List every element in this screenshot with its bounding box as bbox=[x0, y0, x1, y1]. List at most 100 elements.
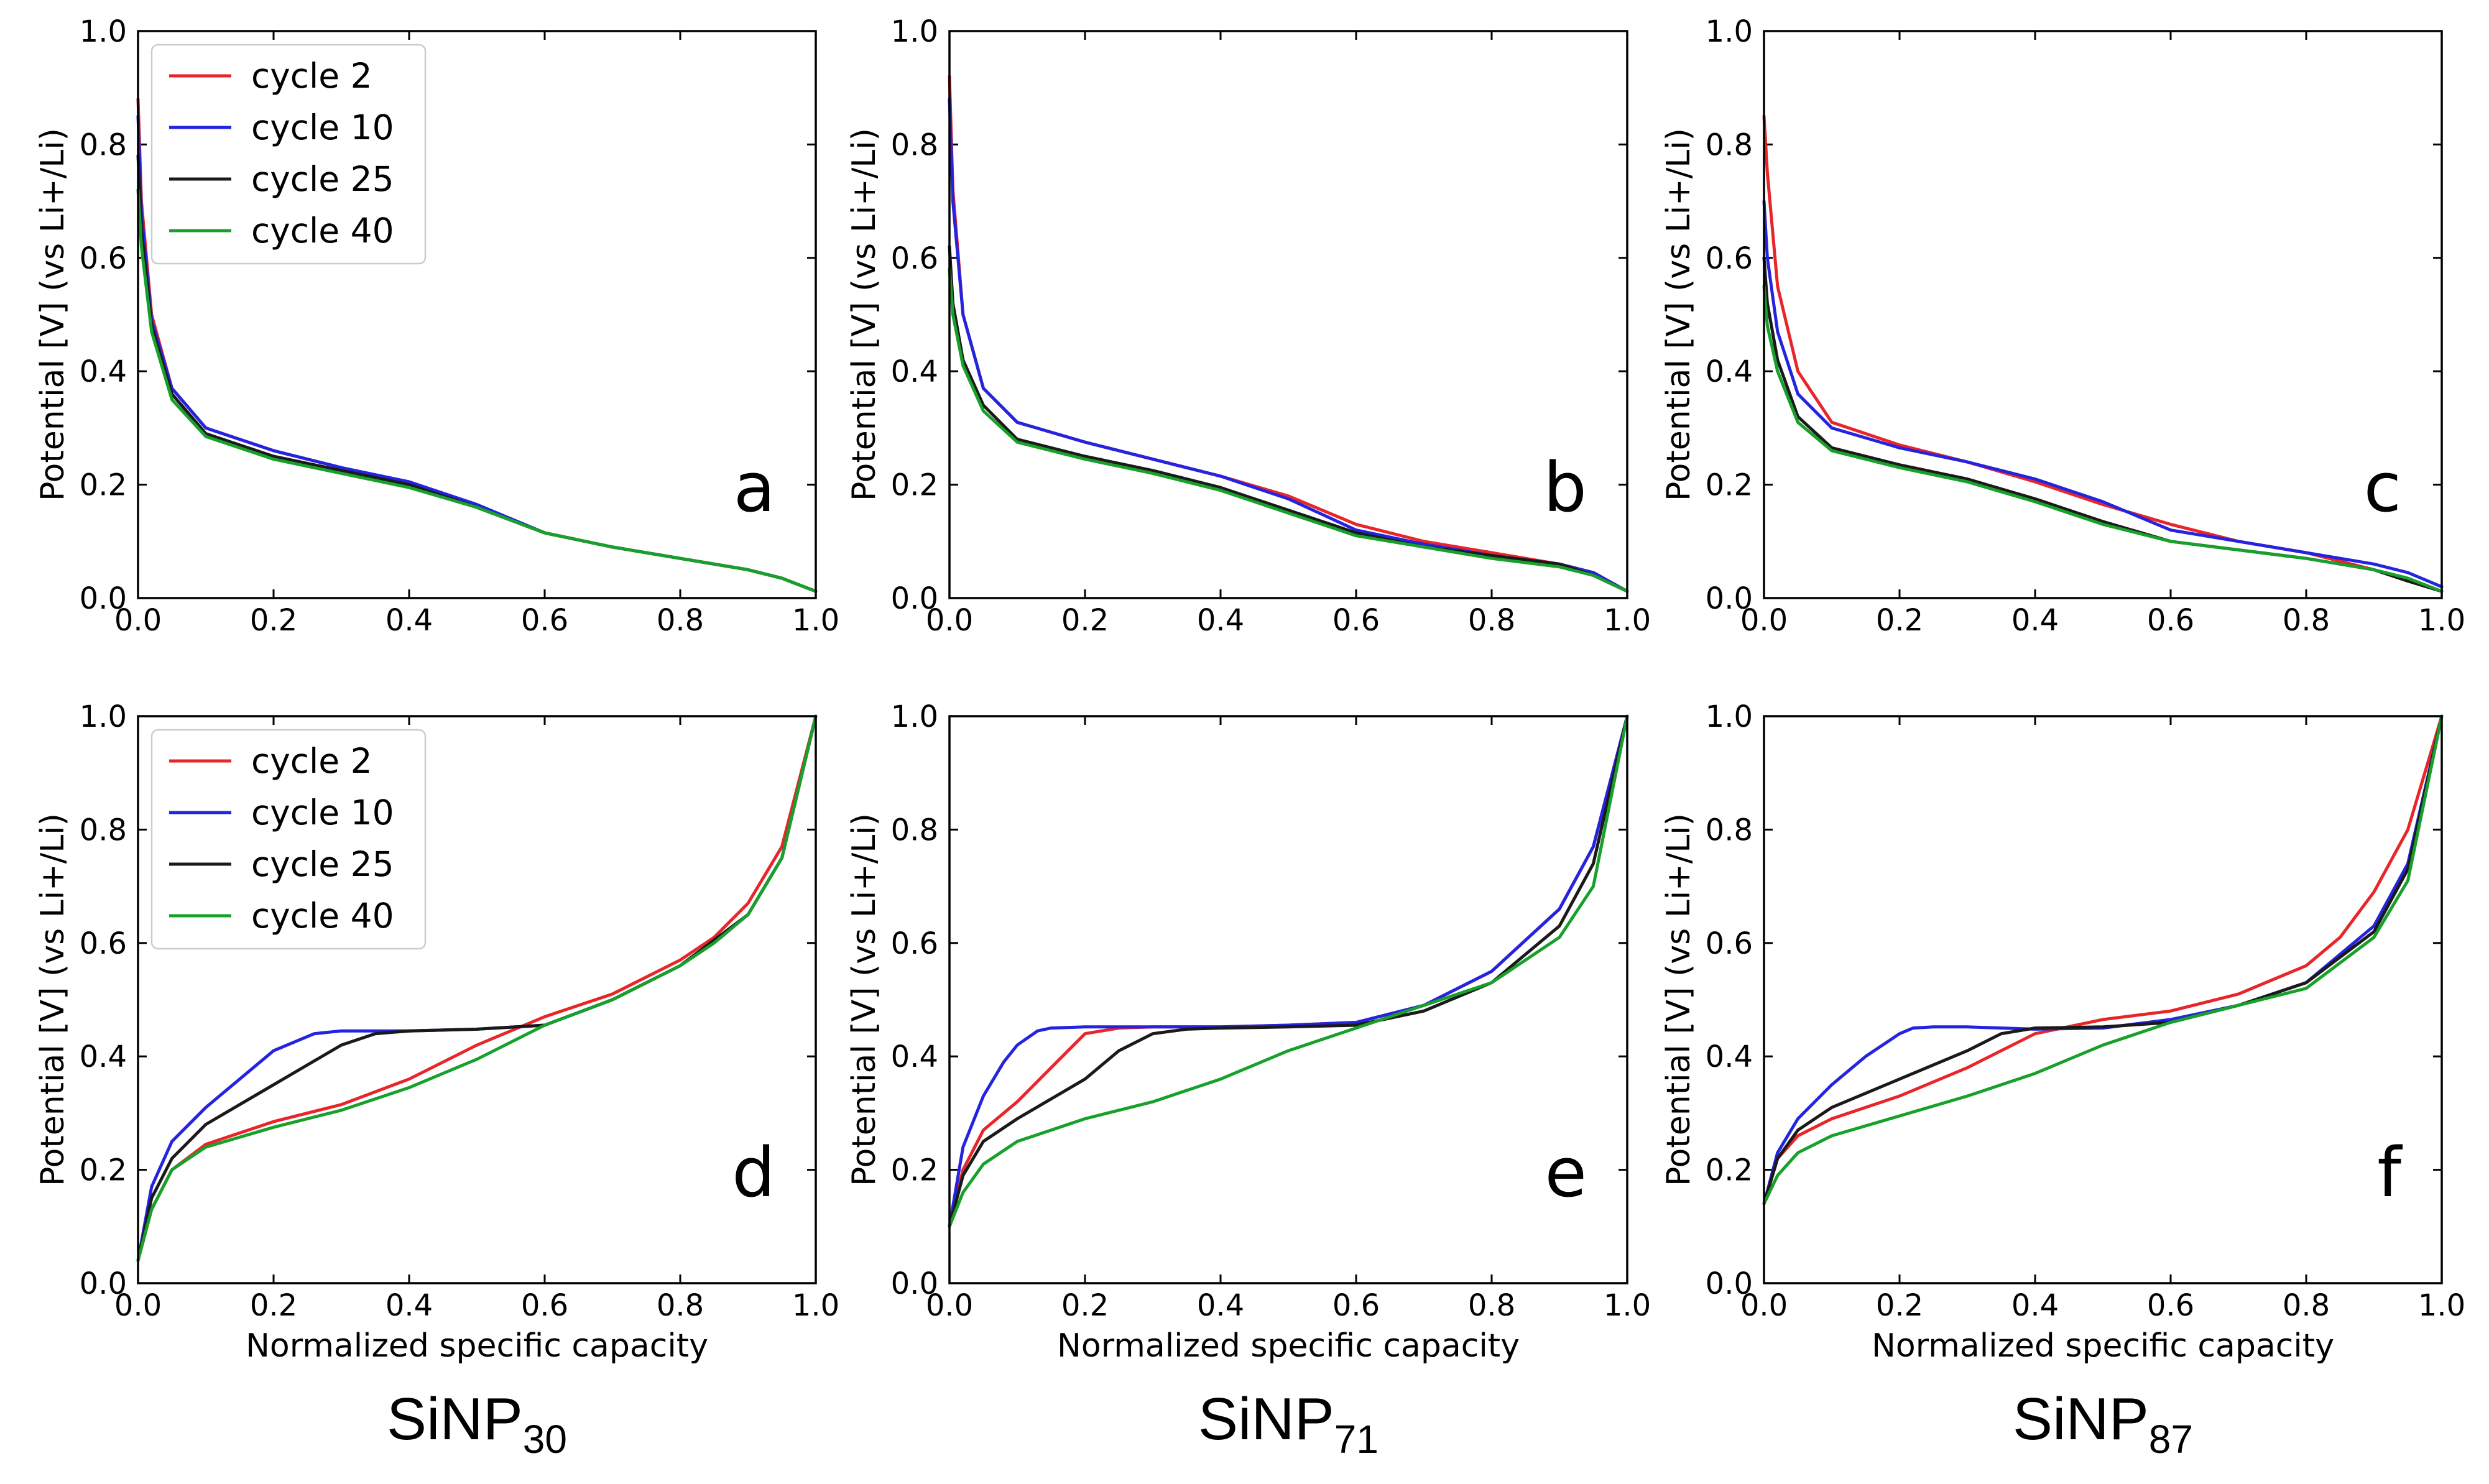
x-tick-label: 0.0 bbox=[926, 603, 973, 638]
y-tick-label: 0.0 bbox=[80, 581, 127, 616]
plot-frame bbox=[948, 30, 1628, 599]
series-line-cycle-40 bbox=[1762, 284, 2444, 593]
x-tick-label: 0.2 bbox=[1876, 1288, 1923, 1323]
y-tick-label: 0.6 bbox=[891, 926, 938, 961]
x-axis-label: Normalized specific capacity bbox=[1057, 1327, 1520, 1365]
y-tick-label: 1.0 bbox=[1706, 14, 1753, 49]
material-label: SiNP87 bbox=[2013, 1386, 2193, 1462]
series-line-cycle-10 bbox=[1762, 200, 2444, 589]
legend: cycle 2 cycle 10 cycle 25 cycle 40 bbox=[150, 44, 427, 265]
y-axis-label: Potential [V] (vs Li+/Li) bbox=[846, 813, 883, 1186]
x-tick-label: 0.4 bbox=[1197, 1288, 1244, 1323]
x-tick-label: 0.6 bbox=[2147, 603, 2194, 638]
x-tick-label: 0.2 bbox=[1061, 1288, 1109, 1323]
x-tick-label: 0.4 bbox=[2011, 603, 2059, 638]
y-tick-label: 0.4 bbox=[1706, 1039, 1753, 1074]
y-tick-label: 1.0 bbox=[1706, 699, 1753, 734]
x-tick-label: 1.0 bbox=[2418, 1288, 2465, 1323]
legend: cycle 2 cycle 10 cycle 25 cycle 40 bbox=[150, 729, 427, 950]
x-tick-label: 0.0 bbox=[114, 1288, 162, 1323]
y-tick-label: 0.0 bbox=[891, 1266, 938, 1301]
material-subscript: 71 bbox=[1334, 1417, 1378, 1462]
panel-letter: c bbox=[2364, 448, 2401, 527]
x-tick-label: 0.2 bbox=[1061, 603, 1109, 638]
series-line-cycle-40 bbox=[136, 714, 818, 1262]
x-tick-label: 0.8 bbox=[657, 603, 704, 638]
x-tick-label: 0.4 bbox=[386, 603, 433, 638]
y-axis-label: Potential [V] (vs Li+/Li) bbox=[846, 128, 883, 501]
y-tick-label: 0.0 bbox=[1706, 1266, 1753, 1301]
material-label: SiNP71 bbox=[1198, 1386, 1378, 1462]
material-labels-layer: SiNP30 SiNP71 SiNP87 bbox=[387, 1386, 2193, 1462]
panel-letter: f bbox=[2377, 1133, 2403, 1212]
x-tick-label: 1.0 bbox=[792, 603, 839, 638]
y-tick-label: 0.2 bbox=[80, 468, 127, 503]
material-subscript: 87 bbox=[2149, 1417, 2193, 1462]
y-tick-label: 0.8 bbox=[1706, 813, 1753, 847]
x-tick-label: 0.8 bbox=[1468, 1288, 1515, 1323]
y-tick-label: 1.0 bbox=[891, 699, 938, 734]
panel-letter: a bbox=[734, 448, 775, 527]
panel-c: 0.00.0 0.2 0.2 0.4 0.4 0.6 0.6 0.8 0.8 1.0 1.0 Pote… bbox=[1660, 14, 2465, 638]
series-line-cycle-40 bbox=[948, 714, 1629, 1228]
panel-f: 0.00.0 0.2 0.2 0.4 0.4 0.6 0.6 0.8 0.8 1.0 1.0 Pote… bbox=[1660, 699, 2465, 1365]
panel-b: 0.00.0 0.2 0.2 0.4 0.4 0.6 0.6 0.8 0.8 1.0 1.0 Pote… bbox=[846, 14, 1651, 638]
y-tick-label: 0.0 bbox=[1706, 581, 1753, 616]
x-tick-label: 0.8 bbox=[657, 1288, 704, 1323]
material-label: SiNP30 bbox=[387, 1386, 567, 1462]
plot-frame bbox=[1763, 715, 2443, 1284]
x-tick-label: 0.2 bbox=[250, 1288, 297, 1323]
x-tick-label: 0.2 bbox=[250, 603, 297, 638]
y-tick-label: 0.6 bbox=[80, 241, 127, 276]
y-tick-label: 0.8 bbox=[891, 813, 938, 847]
y-tick-label: 1.0 bbox=[891, 14, 938, 49]
x-tick-label: 0.4 bbox=[386, 1288, 433, 1323]
panel-letter: e bbox=[1545, 1133, 1587, 1212]
panel-d: 0.00.0 0.2 0.2 0.4 0.4 0.6 0.6 0.8 0.8 1.0 1.0 Pote… bbox=[34, 699, 839, 1365]
plot-frame bbox=[137, 715, 817, 1284]
y-axis-label: Potential [V] (vs Li+/Li) bbox=[34, 813, 72, 1186]
y-tick-label: 0.0 bbox=[80, 1266, 127, 1301]
y-tick-label: 0.2 bbox=[1706, 1153, 1753, 1188]
legend-label: cycle 10 bbox=[251, 793, 394, 832]
panels-layer: 0.00.00.20.20.40.40.60.60.80.81.01.0Pote… bbox=[34, 14, 2465, 1365]
y-tick-label: 0.4 bbox=[80, 354, 127, 389]
legend-box bbox=[150, 44, 427, 265]
series-line-cycle-2 bbox=[1762, 114, 2444, 593]
x-tick-label: 0.0 bbox=[1740, 1288, 1788, 1323]
series-line-cycle-2 bbox=[1762, 714, 2444, 1205]
legend-label: cycle 2 bbox=[251, 741, 372, 781]
y-axis-label: Potential [V] (vs Li+/Li) bbox=[1660, 813, 1697, 1186]
x-tick-label: 0.6 bbox=[1332, 1288, 1380, 1323]
series-line-cycle-25 bbox=[1762, 714, 2444, 1205]
plot-frame bbox=[948, 715, 1628, 1284]
material-base: SiNP bbox=[2013, 1386, 2149, 1452]
plot-frame bbox=[1763, 30, 2443, 599]
x-tick-label: 0.6 bbox=[521, 603, 568, 638]
y-tick-label: 0.4 bbox=[1706, 354, 1753, 389]
y-tick-label: 1.0 bbox=[80, 699, 127, 734]
x-tick-label: 0.6 bbox=[521, 1288, 568, 1323]
x-tick-label: 0.8 bbox=[1468, 603, 1515, 638]
panel-e: 0.00.0 0.2 0.2 0.4 0.4 0.6 0.6 0.8 0.8 1.0 1.0 Pote… bbox=[846, 699, 1651, 1365]
y-tick-label: 0.2 bbox=[891, 1153, 938, 1188]
y-tick-label: 1.0 bbox=[80, 14, 127, 49]
y-tick-label: 0.8 bbox=[80, 813, 127, 847]
legend-label: cycle 40 bbox=[251, 896, 394, 936]
series-line-cycle-25 bbox=[948, 245, 1629, 593]
y-tick-label: 0.4 bbox=[891, 1039, 938, 1074]
y-tick-label: 0.6 bbox=[1706, 241, 1753, 276]
series-line-cycle-10 bbox=[948, 714, 1629, 1228]
panel-letter: d bbox=[732, 1133, 775, 1212]
legend-label: cycle 2 bbox=[251, 56, 372, 96]
legend-label: cycle 40 bbox=[251, 211, 394, 251]
legend-label: cycle 25 bbox=[251, 159, 394, 199]
series-line-cycle-40 bbox=[1762, 714, 2444, 1205]
plot-frame bbox=[137, 30, 817, 599]
y-tick-label: 0.4 bbox=[80, 1039, 127, 1074]
panel-a: 0.00.0 0.2 0.2 0.4 0.4 0.6 0.6 0.8 0.8 1.0 1.0 Pote… bbox=[34, 14, 839, 638]
x-axis-label: Normalized specific capacity bbox=[1872, 1327, 2334, 1365]
y-tick-label: 0.8 bbox=[1706, 127, 1753, 162]
material-base: SiNP bbox=[387, 1386, 523, 1452]
